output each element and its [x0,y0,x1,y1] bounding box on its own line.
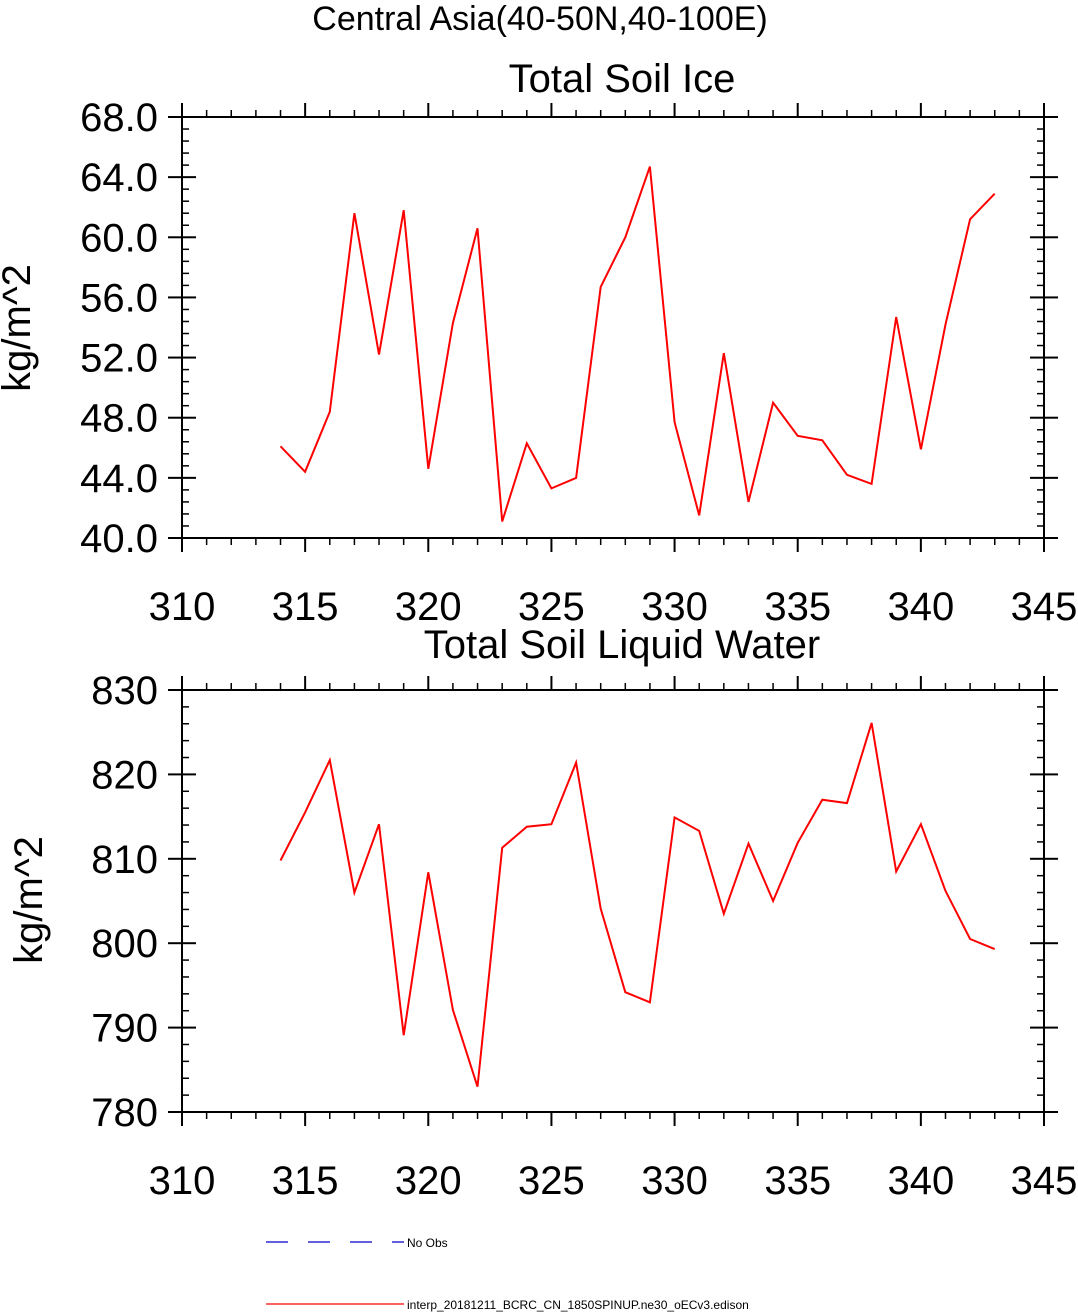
y-tick-label: 60.0 [80,216,158,260]
series-line [279,722,996,1088]
x-tick-label: 330 [641,1159,708,1203]
y-tick-label: 40.0 [80,517,158,561]
plot-frame [181,689,1045,1113]
panel-title: Total Soil Ice [509,57,736,101]
x-tick-label: 325 [518,1159,585,1203]
x-tick-label: 335 [764,585,831,629]
y-tick-label: 52.0 [80,337,158,381]
y-tick-label: 44.0 [80,457,158,501]
x-tick-label: 345 [1011,1159,1078,1203]
x-tick-label: 320 [395,1159,462,1203]
x-tick-label: 345 [1011,585,1078,629]
y-axis-label: kg/m^2 [0,264,39,392]
x-tick-label: 330 [641,585,708,629]
x-tick-label: 315 [272,1159,339,1203]
y-tick-label: 820 [91,753,158,797]
x-tick-label: 335 [764,1159,831,1203]
y-tick-label: 800 [91,922,158,966]
panel-total-soil-ice: Total Soil Ice kg/m^2 310 315 320 325 330 335… [0,57,1077,629]
panel-total-soil-liquid-water: Total Soil Liquid Water kg/m^2 310 315 320… [7,623,1077,1203]
x-tick-label: 315 [272,585,339,629]
y-tick-label: 780 [91,1091,158,1135]
y-tick-label: 810 [91,838,158,882]
series-line [279,166,996,522]
x-tick-label: 325 [518,585,585,629]
x-tick-label: 310 [149,585,216,629]
x-tick-label: 310 [149,1159,216,1203]
y-tick-label: 68.0 [80,96,158,140]
figure-title: Central Asia(40-50N,40-100E) [312,0,767,38]
y-axis-label: kg/m^2 [7,836,51,964]
legend: No Obs interp_20181211_BCRC_CN_1850SPINU… [266,1236,749,1312]
legend-label-no-obs: No Obs [407,1236,448,1250]
y-tick-label: 830 [91,669,158,713]
y-tick-label: 56.0 [80,276,158,320]
legend-label-model: interp_20181211_BCRC_CN_1850SPINUP.ne30_… [407,1298,749,1312]
y-tick-label: 790 [91,1007,158,1051]
plot-frame [181,116,1045,539]
x-tick-label: 320 [395,585,462,629]
y-tick-label: 48.0 [80,397,158,441]
panel-title: Total Soil Liquid Water [424,623,820,667]
y-tick-label: 64.0 [80,156,158,200]
x-tick-label: 340 [887,585,954,629]
x-tick-label: 340 [887,1159,954,1203]
